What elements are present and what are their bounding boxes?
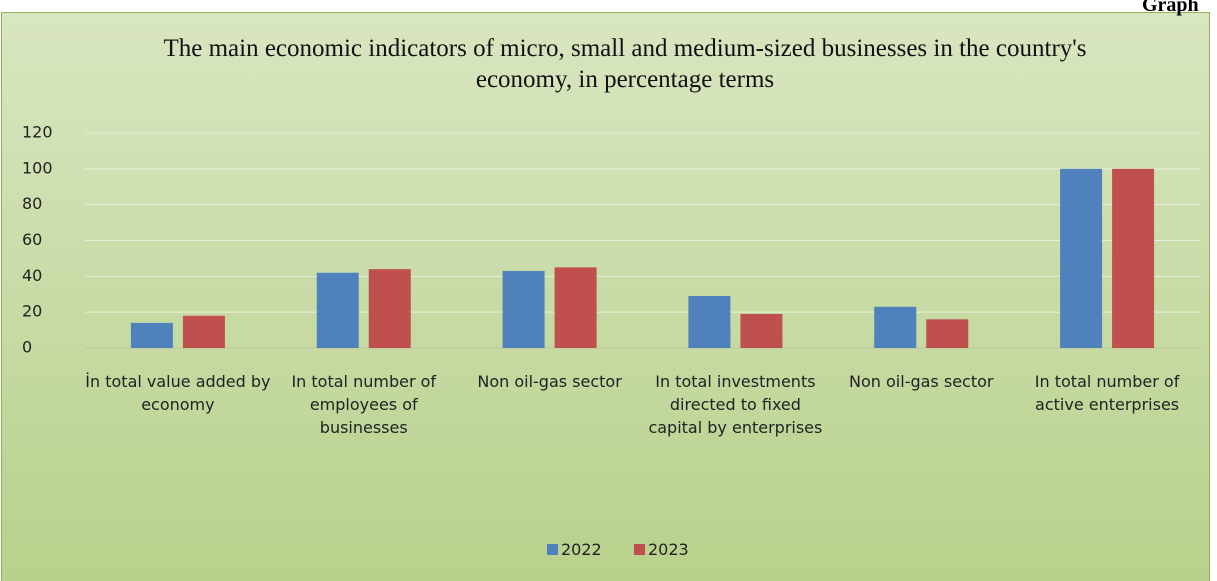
legend-label: 2023 bbox=[648, 540, 689, 559]
bar bbox=[554, 267, 597, 348]
legend-label: 2022 bbox=[561, 540, 602, 559]
legend-swatch bbox=[547, 544, 558, 555]
bar bbox=[316, 272, 359, 348]
x-tick-label: Non oil-gas sector bbox=[477, 372, 622, 391]
bar bbox=[182, 315, 225, 348]
bar bbox=[368, 269, 411, 348]
chart-title: The main economic indicators of micro, s… bbox=[163, 35, 1087, 93]
y-tick-label: 0 bbox=[22, 338, 32, 357]
y-tick-label: 80 bbox=[22, 194, 42, 213]
bar bbox=[926, 319, 969, 348]
bar bbox=[502, 270, 545, 348]
legend-swatch bbox=[634, 544, 645, 555]
y-tick-label: 120 bbox=[22, 123, 53, 142]
bar bbox=[874, 306, 917, 348]
y-tick-label: 100 bbox=[22, 158, 53, 177]
chart-area bbox=[1, 12, 1210, 581]
bar bbox=[688, 296, 731, 348]
x-tick-label: In total investments directed to fixed c… bbox=[648, 372, 823, 437]
y-tick-label: 20 bbox=[22, 302, 42, 321]
bar bbox=[1112, 168, 1155, 348]
y-tick-label: 40 bbox=[22, 266, 42, 285]
corner-label: Graph bbox=[1142, 0, 1199, 16]
bar bbox=[740, 313, 783, 348]
x-tick-label: In total number of employees of business… bbox=[291, 372, 437, 437]
x-tick-label: İn total value added by economy bbox=[85, 372, 271, 414]
bar bbox=[130, 322, 173, 348]
bar bbox=[1060, 168, 1103, 348]
x-tick-label: Non oil-gas sector bbox=[849, 372, 994, 391]
x-tick-label: In total number of active enterprises bbox=[1034, 372, 1180, 414]
y-tick-label: 60 bbox=[22, 230, 42, 249]
